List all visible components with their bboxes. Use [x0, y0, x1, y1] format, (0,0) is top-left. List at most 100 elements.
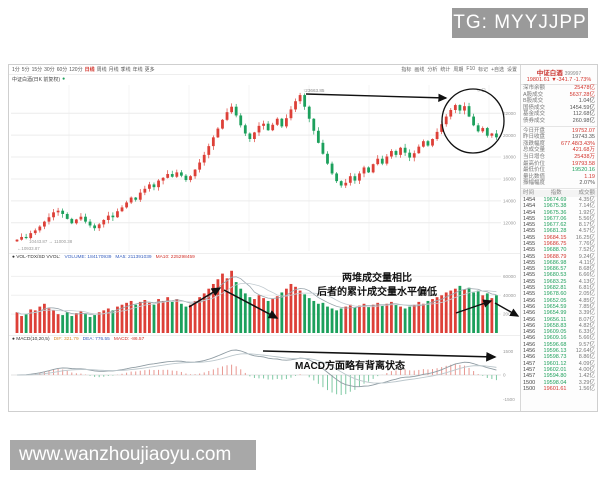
- field-row: 振幅幅度 2.07%: [523, 180, 595, 187]
- chart-title-label: 中证白酒(日K 前复权): [12, 76, 61, 83]
- chart-menu-buttons: 指标 画线 分析 统计 周期 F10 标记 +自选 设置: [401, 66, 517, 73]
- macd-dif-value: DIF: 321.79: [53, 337, 79, 342]
- index-code: 399997: [564, 71, 582, 77]
- tick-row: 1455 19677.62 8.17亿: [523, 222, 595, 229]
- menu-设置[interactable]: 设置: [506, 67, 517, 73]
- volume-indicator-header: ● VOL-TDX/SD VVOL: VOLUME: 184170939 MA5…: [9, 253, 520, 261]
- tick-row: 1456 19609.16 5.66亿: [523, 335, 595, 342]
- period-更多[interactable]: 更多: [144, 67, 155, 73]
- tick-row: 1454 19675.36 1.92亿: [523, 209, 595, 216]
- period-月线[interactable]: 月线: [108, 67, 119, 73]
- tick-row: 1455 19681.28 4.57亿: [523, 228, 595, 235]
- period-buttons: 1分 5分 15分 30分 60分 120分 日线 周线 月线 季线 年线 更多: [12, 66, 157, 73]
- market-fields-group1: 深市余额 25478亿 A股成交 5637.28亿 B股成交 1.04亿 国债成交 1454.…: [521, 85, 597, 125]
- tick-row: 1457 19601.12 4.09亿: [523, 360, 595, 367]
- period-周线[interactable]: 周线: [96, 67, 107, 73]
- low-range-label: 10443.87 → 11000.38: [29, 239, 73, 244]
- field-row: 债券成交 260.98亿: [523, 117, 595, 124]
- period-年线[interactable]: 年线: [132, 67, 143, 73]
- tick-row: 1455 19683.25 4.13亿: [523, 278, 595, 285]
- tick-row: 1455 19677.06 5.56亿: [523, 215, 595, 222]
- price-change-pct: -1.73%: [573, 77, 592, 83]
- macd-annotation: MACD方面略有背离状态: [295, 361, 405, 372]
- period-60分[interactable]: 60分: [56, 67, 68, 73]
- macd-dea-value: DEA: 776.55: [82, 337, 110, 342]
- svg-text:-1500: -1500: [503, 397, 515, 402]
- menu-统计[interactable]: 统计: [440, 67, 451, 73]
- svg-text:40000: 40000: [503, 293, 516, 298]
- period-1分[interactable]: 1分: [12, 67, 20, 73]
- price-change: ▼-341.7: [551, 77, 573, 83]
- tick-row: 1456 19598.73 8.86亿: [523, 354, 595, 361]
- menu-画线[interactable]: 画线: [414, 67, 425, 73]
- last-price: 19801.61: [526, 77, 550, 83]
- tick-row: 1455 19688.79 9.24亿: [523, 253, 595, 260]
- tick-row: 1456 19596.13 12.64亿: [523, 348, 595, 355]
- tick-row: 1455 19680.53 6.66亿: [523, 272, 595, 279]
- menu-标记[interactable]: 标记: [478, 67, 489, 73]
- field-row: 昨日收盘 19743.35: [523, 134, 595, 141]
- volume-annotation-line1: 两堆成交量相比: [342, 273, 412, 284]
- field-row: 涨跌幅度 677.48/3.43%: [523, 140, 595, 147]
- stock-chart-window: 1分 5分 15分 30分 60分 120分 日线 周线 月线 季线 年线 更多 指标 画线 分析 统计 周期…: [8, 64, 598, 412]
- pane-tool-icons[interactable]: ○ ⊡: [477, 88, 486, 94]
- period-30分[interactable]: 30分: [44, 67, 55, 73]
- tick-row: 1456 19652.05 4.85亿: [523, 297, 595, 304]
- tick-row: 1455 19678.60 2.05亿: [523, 291, 595, 298]
- tick-row: 1456 19654.59 7.85亿: [523, 303, 595, 310]
- website-watermark: www.wanzhoujiaoyu.com: [10, 440, 256, 470]
- tick-row: 1456 19658.83 4.82亿: [523, 322, 595, 329]
- tick-row: 1500 19598.04 3.29亿: [523, 379, 595, 386]
- period-120分[interactable]: 120分: [69, 67, 83, 73]
- vol-name-label: ● VOL-TDX/SD VVOL:: [12, 255, 61, 260]
- peak-price-label: ↑23663.85: [303, 88, 325, 93]
- volume-annotation-line2: 后者的累计成交量水平偏低: [317, 287, 437, 298]
- field-row: B股成交 1.04亿: [523, 98, 595, 105]
- period-日线[interactable]: 日线: [84, 67, 95, 73]
- period-5分[interactable]: 5分: [21, 67, 30, 73]
- status-dot-icon: ●: [62, 76, 66, 82]
- menu-+自选[interactable]: +自选: [491, 67, 504, 73]
- tick-row: 1457 19594.80 1.42亿: [523, 373, 595, 380]
- macd-macd-value: MACD: -86.57: [113, 337, 145, 342]
- chart-subtitle: 中证白酒(日K 前复权) ●: [9, 75, 520, 83]
- tick-table[interactable]: 1454 19674.69 4.35亿 1454 19675.38 7.14亿 1454 19…: [521, 197, 597, 392]
- period-15分[interactable]: 15分: [31, 67, 43, 73]
- tick-row: 1455 19684.15 16.25亿: [523, 234, 595, 241]
- tick-row: 1456 19609.05 6.33亿: [523, 329, 595, 336]
- svg-text:0: 0: [503, 373, 506, 378]
- tick-row: 1455 19686.75 7.76亿: [523, 240, 595, 247]
- svg-text:12000: 12000: [503, 220, 516, 225]
- menu-分析[interactable]: 分析: [427, 67, 438, 73]
- menu-指标[interactable]: 指标: [401, 67, 412, 73]
- index-name: 中证白酒 399997: [536, 70, 582, 77]
- menu-周期[interactable]: 周期: [453, 67, 464, 73]
- field-row: 基金成交 112.68亿: [523, 111, 595, 118]
- period-季线[interactable]: 季线: [120, 67, 131, 73]
- tick-row: 1456 19656.11 8.07亿: [523, 316, 595, 323]
- tick-row: 1457 19602.01 4.00亿: [523, 366, 595, 373]
- field-row: 今日开盘 19752.07: [523, 127, 595, 134]
- menu-F10[interactable]: F10: [466, 66, 476, 72]
- macd-name-label: ● MACD(10,20,5): [12, 337, 50, 342]
- field-row: 当日增仓 25438万: [523, 153, 595, 160]
- telegram-watermark: TG: MYYJJPP: [452, 8, 588, 38]
- svg-text:16000: 16000: [503, 177, 516, 182]
- macd-pane[interactable]: 1500 0 -1500: [9, 343, 520, 407]
- candlestick-pane[interactable]: 22000 20000 18000 16000 14000 12000 ↑23663.85…: [9, 83, 520, 253]
- field-row: 最低价位 19520.16: [523, 167, 595, 174]
- field-row: 最高价位 19793.58: [523, 160, 595, 167]
- period-toolbar: 1分 5分 15分 30分 60分 120分 日线 周线 月线 季线 年线 更多 指标 画线 分析 统计 周期…: [9, 65, 520, 75]
- tick-table-header: 时间 指数 成交额: [521, 189, 597, 197]
- field-row: 国债成交 1454.59亿: [523, 104, 595, 111]
- tick-row: 1500 19601.61 1.56亿: [523, 385, 595, 392]
- tick-row: 1455 19682.81 6.81亿: [523, 285, 595, 292]
- field-row: 深市余额 25478亿: [523, 85, 595, 91]
- tick-row: 1455 19686.57 8.68亿: [523, 266, 595, 273]
- tick-row: 1456 19596.68 9.57亿: [523, 341, 595, 348]
- macd-indicator-header: ● MACD(10,20,5) DIF: 321.79 DEA: 776.55 …: [9, 335, 520, 343]
- field-row: 量比数值 1.19: [523, 173, 595, 180]
- chart-column: 1分 5分 15分 30分 60分 120分 日线 周线 月线 季线 年线 更多 指标 画线 分析 统计 周期…: [9, 65, 520, 411]
